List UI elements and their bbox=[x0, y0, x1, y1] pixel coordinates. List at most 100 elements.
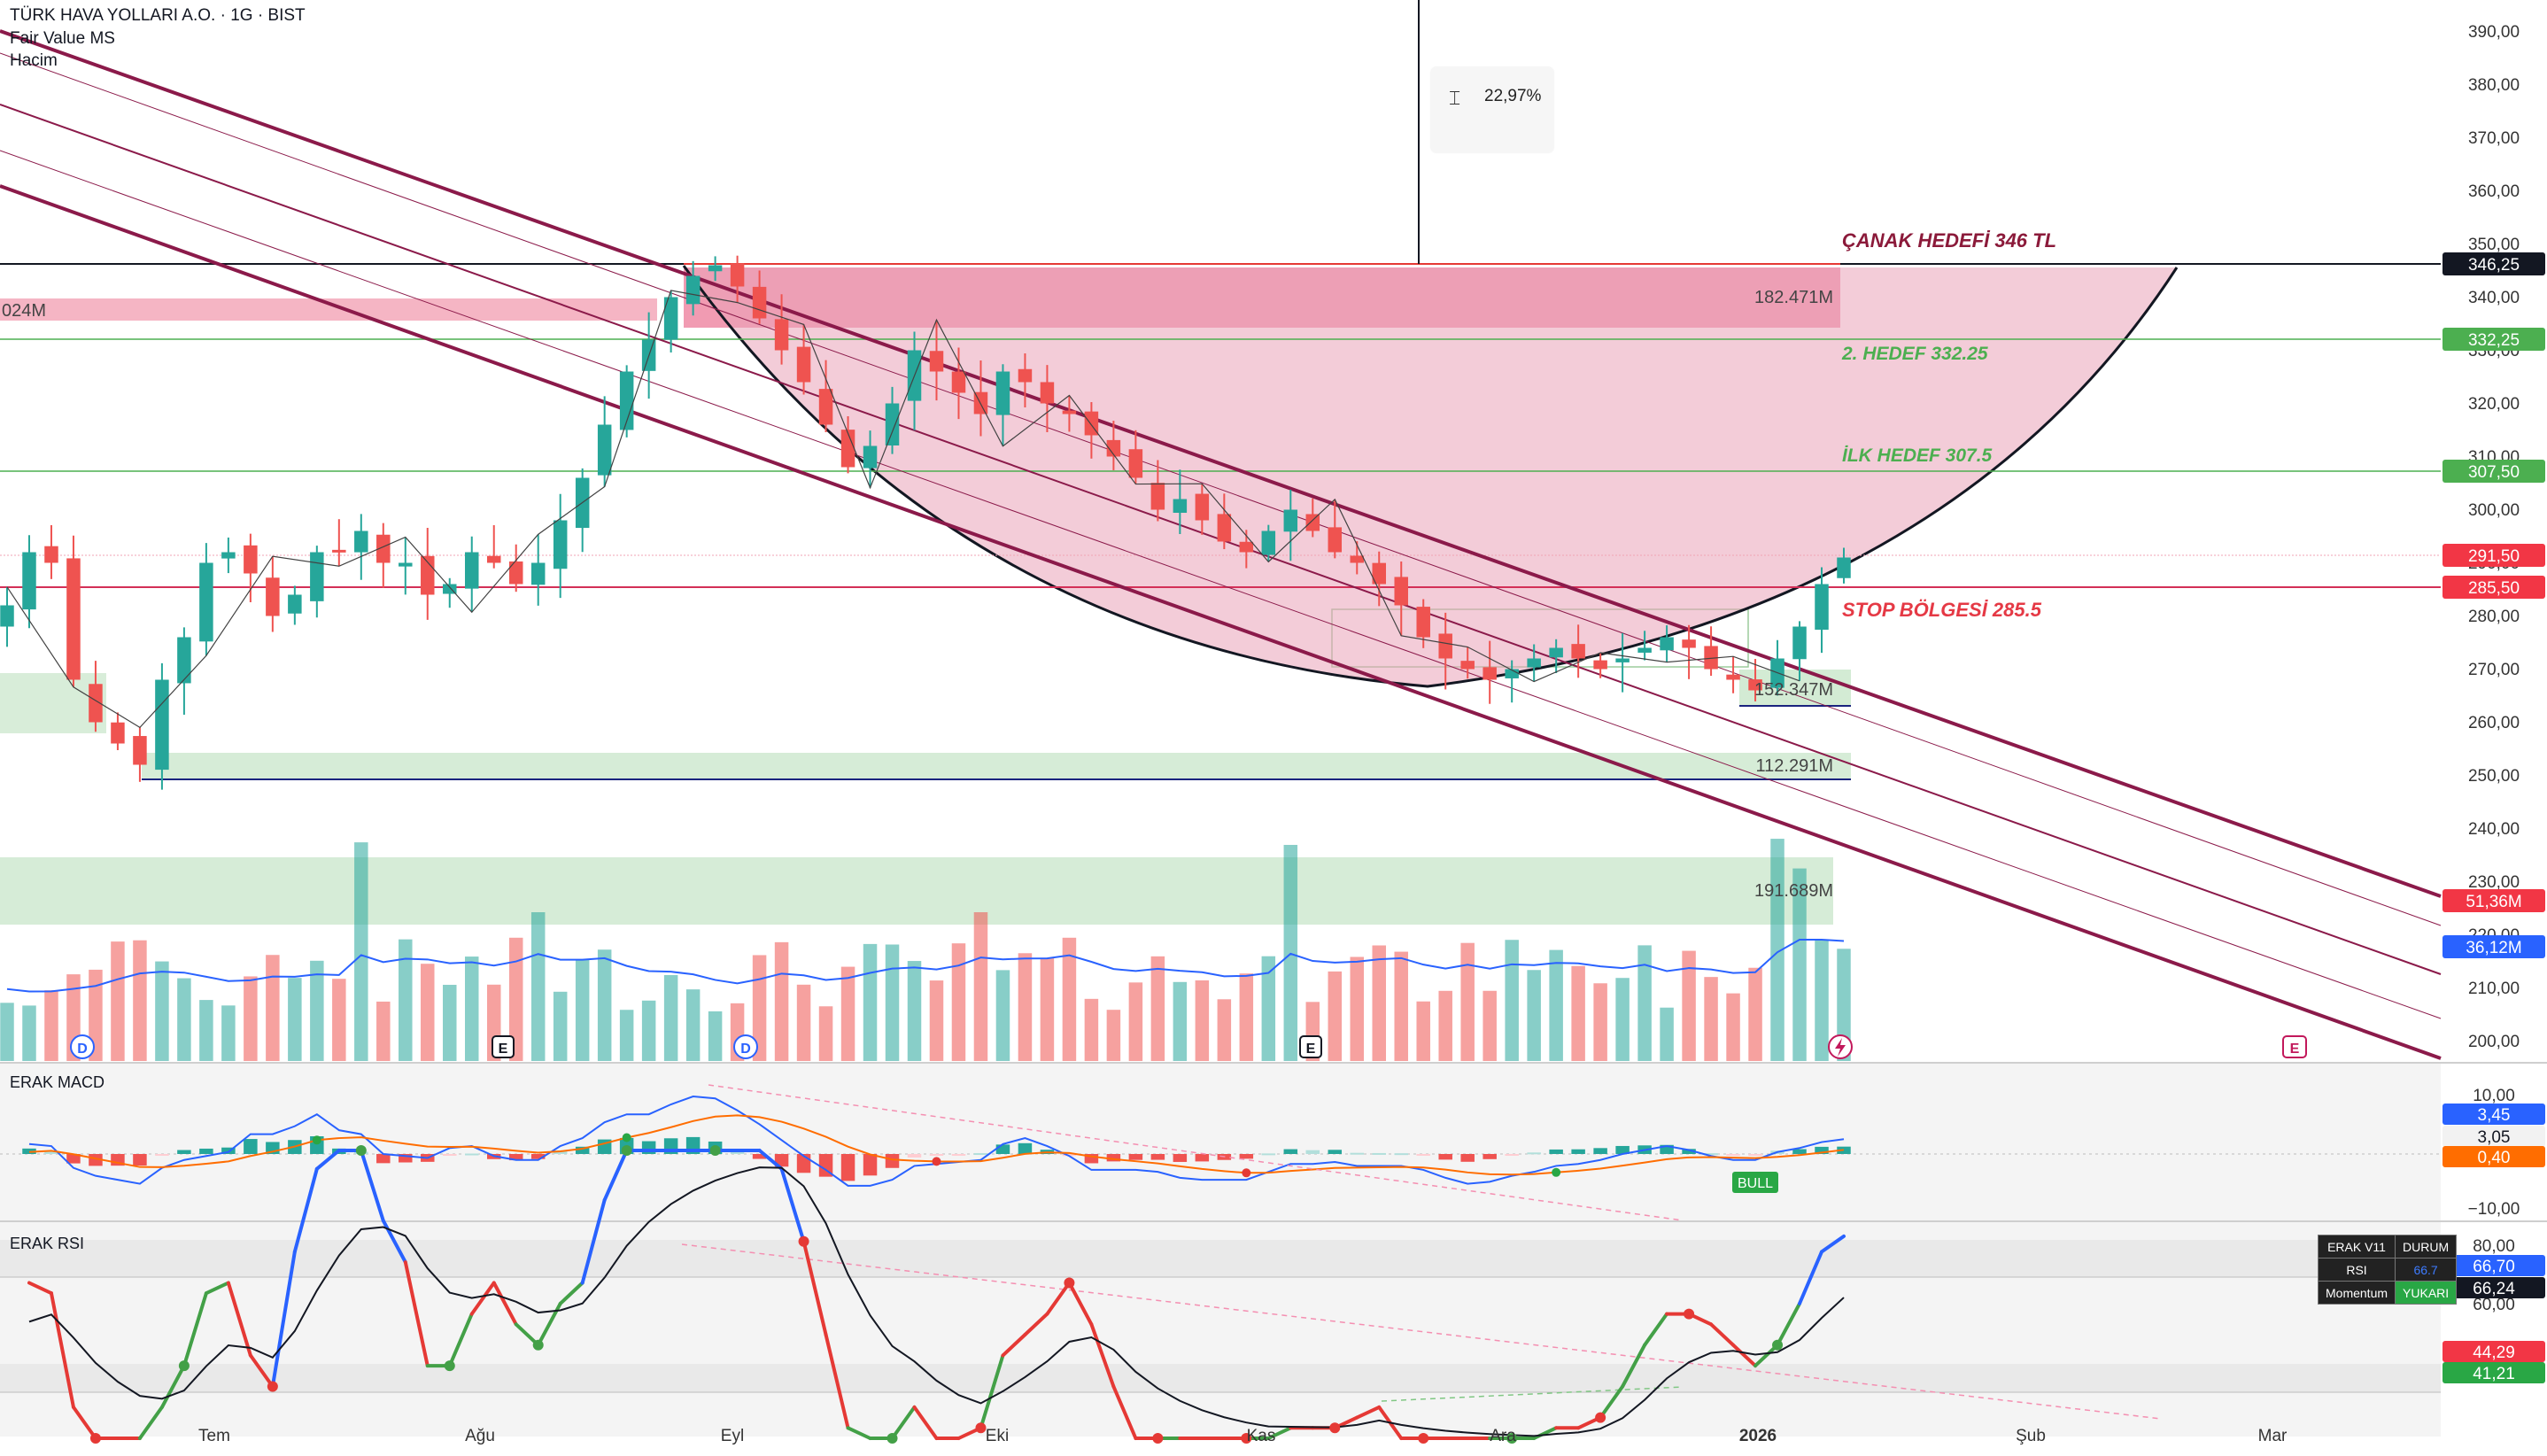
rsi-title[interactable]: ERAK RSI bbox=[10, 1235, 85, 1252]
volume-zone-191m bbox=[0, 857, 1833, 925]
price-tick-label: 390,00 bbox=[2468, 23, 2520, 42]
rsi-dot bbox=[89, 1433, 101, 1444]
volume-bar bbox=[1505, 940, 1519, 1061]
volume-bar bbox=[22, 1005, 36, 1061]
macd-hist-bar bbox=[1350, 1152, 1365, 1155]
volume-bar bbox=[1593, 983, 1607, 1061]
volume-bar bbox=[1350, 956, 1365, 1061]
event-marker-e[interactable]: E bbox=[492, 1035, 515, 1058]
candle-body bbox=[508, 561, 523, 585]
rsi-dot bbox=[1684, 1308, 1695, 1320]
macd-badge-label: 0,40 bbox=[2478, 1149, 2511, 1167]
price-tick-label: 380,00 bbox=[2468, 76, 2520, 95]
macd-hist-bar bbox=[1239, 1154, 1254, 1159]
volume-bar bbox=[1483, 990, 1497, 1061]
price-badge bbox=[2442, 252, 2545, 275]
rsi-segment bbox=[1067, 1281, 1094, 1327]
macd-hist-bar bbox=[399, 1154, 413, 1163]
candle-body bbox=[1615, 658, 1630, 662]
price-badge bbox=[2442, 544, 2545, 567]
volume-bar bbox=[1792, 868, 1807, 1061]
time-tick-label: Şub bbox=[2016, 1427, 2046, 1445]
volume-bar bbox=[465, 956, 479, 1061]
volume-ma-line bbox=[6, 938, 1845, 993]
indicator-volume[interactable]: Hacim bbox=[10, 51, 58, 70]
macd-hist-bar bbox=[221, 1147, 236, 1154]
time-tick-label: Ağu bbox=[465, 1427, 495, 1445]
candle-body bbox=[1505, 669, 1519, 678]
rsi-support-line bbox=[1381, 1386, 1684, 1402]
volume-bar bbox=[1704, 977, 1718, 1061]
volume-bar bbox=[443, 984, 457, 1061]
macd-dot bbox=[622, 1133, 631, 1142]
candle-body bbox=[1593, 660, 1607, 670]
rsi-ma-line bbox=[28, 1166, 1845, 1437]
event-marker-d[interactable]: D bbox=[733, 1034, 758, 1059]
macd-hist-bar bbox=[1150, 1154, 1165, 1160]
volume-bar bbox=[530, 912, 546, 1061]
earnings-future-icon[interactable]: E bbox=[2282, 1035, 2307, 1058]
candle-body bbox=[1571, 644, 1585, 659]
candle-body bbox=[1438, 633, 1452, 659]
time-tick-label: 2026 bbox=[1739, 1427, 1777, 1445]
price-tick-label: 250,00 bbox=[2468, 767, 2520, 786]
volume-bar bbox=[818, 1006, 833, 1061]
macd-hist-bar bbox=[44, 1150, 58, 1154]
rsi-segment bbox=[492, 1281, 518, 1327]
macd-hist-bar bbox=[1372, 1152, 1386, 1155]
rsi-segment bbox=[890, 1405, 917, 1440]
macd-hist-bar bbox=[1305, 1150, 1320, 1154]
volume-bar bbox=[1394, 951, 1408, 1061]
rsi-segment bbox=[1709, 1322, 1736, 1347]
indicator-fair-value[interactable]: Fair Value MS bbox=[10, 29, 115, 48]
macd-title[interactable]: ERAK MACD bbox=[10, 1073, 105, 1091]
rsi-segment bbox=[292, 1166, 319, 1254]
label-second-target: 2. HEDEF 332.25 bbox=[1841, 344, 1988, 364]
macd-hist-bar bbox=[575, 1146, 590, 1154]
macd-hist-bar bbox=[1549, 1149, 1563, 1154]
volume-bar bbox=[1460, 942, 1475, 1061]
macd-hist-bar bbox=[1748, 1154, 1762, 1156]
candle-body bbox=[465, 552, 479, 589]
volume-bar bbox=[399, 939, 413, 1061]
macd-dot bbox=[312, 1135, 321, 1145]
candle-body bbox=[1283, 509, 1298, 532]
price-tick-label: 350,00 bbox=[2468, 236, 2520, 254]
rsi-dot bbox=[355, 1145, 367, 1156]
macd-hist-bar bbox=[1815, 1146, 1829, 1154]
rsi-segment bbox=[49, 1291, 75, 1409]
rsi-dot bbox=[1152, 1433, 1164, 1444]
macd-hist-bar bbox=[244, 1139, 258, 1154]
candle-body bbox=[332, 549, 346, 553]
time-tick-label: Tem bbox=[198, 1427, 230, 1445]
volume-bar bbox=[708, 1011, 723, 1061]
symbol-title[interactable]: TÜRK HAVA YOLLARI A.O. · 1G · BIST bbox=[10, 6, 306, 25]
volume-bar bbox=[774, 941, 789, 1061]
volume-bar bbox=[89, 969, 103, 1061]
macd-hist-bar bbox=[1460, 1154, 1475, 1162]
dividend-bolt-icon[interactable] bbox=[1828, 1034, 1853, 1059]
candle-body bbox=[376, 534, 391, 563]
zone-label-152m: 152.347M bbox=[1754, 680, 1833, 700]
price-badge-label: 332,25 bbox=[2468, 331, 2520, 350]
rsi-segment bbox=[801, 1239, 828, 1336]
macd-cross-dots bbox=[312, 1133, 1561, 1178]
candle-body bbox=[1792, 626, 1807, 660]
macd-hist-bar bbox=[177, 1150, 191, 1154]
macd-hist-bar bbox=[155, 1154, 169, 1156]
event-marker-e[interactable]: E bbox=[1299, 1035, 1322, 1058]
rsi-segment bbox=[314, 1149, 341, 1171]
candle-body bbox=[752, 286, 767, 319]
rsi-segment bbox=[602, 1149, 629, 1202]
macd-hist-bar bbox=[376, 1154, 391, 1164]
macd-hist-bar bbox=[465, 1153, 479, 1156]
zone-label-182m: 182.471M bbox=[1754, 288, 1833, 307]
volume-bar bbox=[1128, 982, 1143, 1061]
rsi-segment bbox=[159, 1364, 186, 1409]
candle-body bbox=[486, 555, 501, 563]
macd-hist-bar bbox=[818, 1154, 833, 1177]
candle-body bbox=[863, 445, 878, 469]
event-marker-d[interactable]: D bbox=[70, 1034, 95, 1059]
